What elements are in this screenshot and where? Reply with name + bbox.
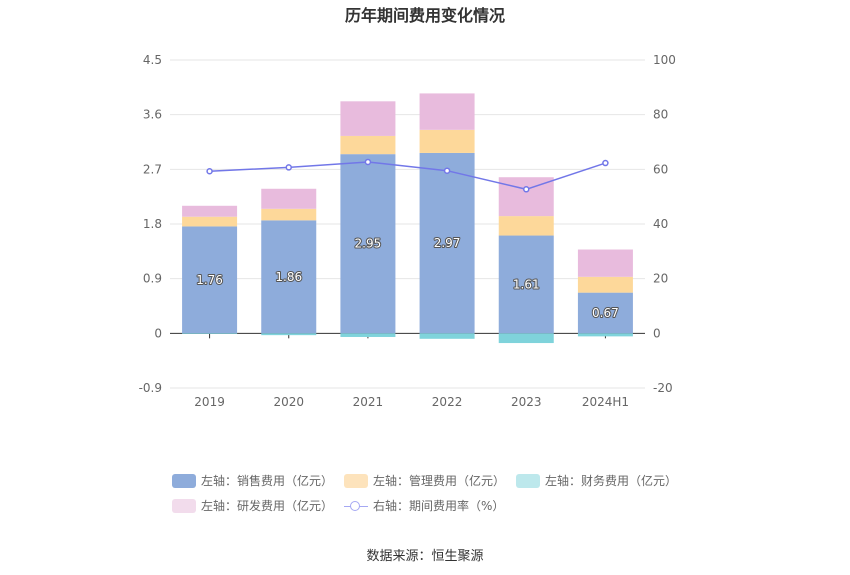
x-axis-tick-label: 2022	[432, 395, 463, 409]
legend-swatch-rd	[172, 498, 196, 513]
bar-segment	[261, 333, 317, 336]
expense-ratio-point	[523, 186, 530, 193]
right-axis-tick-label: -20	[653, 381, 673, 395]
bar-segment	[182, 205, 238, 217]
expense-ratio-point	[285, 164, 292, 171]
legend-swatch-sales	[172, 473, 196, 488]
bar-segment	[419, 333, 475, 339]
left-axis-tick-label: 0	[154, 326, 162, 340]
bar-segment	[498, 333, 554, 344]
bar-segment	[340, 101, 396, 136]
left-axis-tick-label: 4.5	[143, 53, 162, 67]
legend-swatch-admin	[344, 473, 368, 488]
bar-segment	[577, 292, 633, 334]
bar-segment	[419, 93, 475, 130]
bar-segment	[577, 249, 633, 277]
right-axis-tick-label: 60	[653, 162, 668, 176]
bar-segment	[261, 188, 317, 209]
expense-ratio-line	[209, 161, 606, 191]
legend-label-rd: 左轴：研发费用（亿元）	[201, 499, 334, 513]
legend-label-finance: 左轴：财务费用（亿元）	[545, 474, 678, 488]
x-axis-tick-label: 2020	[273, 395, 304, 409]
legend-item-rd[interactable]: 左轴：研发费用（亿元）	[172, 497, 333, 514]
left-axis-tick-label: 0.9	[143, 272, 162, 286]
bar-data-label: 2.97	[434, 236, 461, 250]
right-axis-tick-label: 40	[653, 217, 668, 231]
left-axis-tick-label: -0.9	[139, 381, 162, 395]
bar-segment	[577, 333, 633, 337]
legend-item-finance[interactable]: 左轴：财务费用（亿元）	[516, 472, 677, 489]
legend-item-admin[interactable]: 左轴：管理费用（亿元）	[344, 472, 505, 489]
expense-ratio-point	[602, 159, 609, 167]
bar-segment	[182, 333, 238, 334]
bar-segment	[340, 154, 396, 334]
x-axis-tick-label: 2024H1	[582, 395, 629, 409]
data-source: 数据来源：恒生聚源	[366, 549, 484, 564]
bar-segment	[261, 208, 317, 221]
legend-label-expense-ratio: 右轴：期间费用率（%）	[373, 499, 505, 513]
right-axis-tick-label: 20	[653, 272, 668, 286]
bar-data-label: 0.67	[592, 306, 619, 320]
bar-segment	[498, 235, 554, 334]
chart-title: 历年期间费用变化情况	[344, 6, 505, 25]
bar-data-label: 2.95	[355, 237, 382, 251]
legend-swatch-expense-ratio	[344, 499, 368, 513]
bar-segment	[182, 226, 238, 334]
left-axis-tick-label: 1.8	[143, 217, 162, 231]
bar-data-label: 1.86	[275, 270, 302, 284]
bar-segment	[261, 220, 317, 334]
expense-ratio-point	[206, 167, 213, 175]
bar-segment	[577, 276, 633, 293]
bar-segment	[340, 333, 396, 337]
bar-data-label: 1.61	[513, 277, 540, 291]
x-axis-tick-label: 2021	[353, 395, 384, 409]
bar-segment	[498, 216, 554, 236]
legend-label-admin: 左轴：管理费用（亿元）	[373, 474, 506, 488]
x-axis-tick-label: 2023	[511, 395, 542, 409]
legend-swatch-finance	[516, 473, 540, 488]
bar-segment	[182, 216, 238, 227]
left-axis-tick-label: 2.7	[143, 162, 162, 176]
right-axis-tick-label: 0	[653, 326, 661, 340]
bar-segment	[340, 135, 396, 155]
chart-plot: 4.5 3.6 2.7 1.8 0.9 0 -0.9 100 80 60 40 20 0 -20 2019 2…	[139, 53, 676, 409]
bar-segment	[419, 129, 475, 153]
left-axis-tick-label: 3.6	[143, 108, 162, 122]
expense-ratio-point	[364, 158, 372, 166]
legend-label-sales: 左轴：销售费用（亿元）	[201, 474, 334, 488]
bar-segment	[419, 152, 475, 334]
right-axis-tick-label: 80	[653, 108, 668, 122]
right-axis-tick-label: 100	[653, 53, 676, 67]
expense-ratio-point	[443, 167, 451, 174]
x-axis-tick-label: 2019	[194, 395, 225, 409]
legend-item-expense-ratio[interactable]: 右轴：期间费用率（%）	[344, 497, 504, 514]
legend-item-sales[interactable]: 左轴：销售费用（亿元）	[172, 472, 333, 489]
bar-data-label: 1.76	[196, 273, 223, 287]
